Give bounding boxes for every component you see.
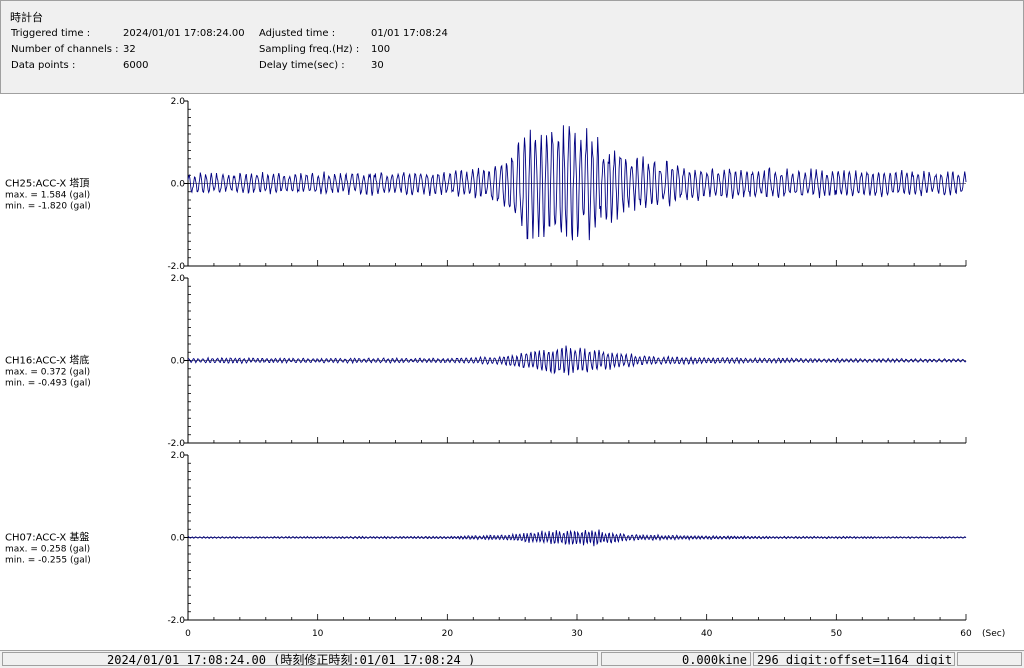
y-tick-label: 2.0: [171, 97, 186, 107]
status-datetime: 2024/01/01 17:08:24.00 (時刻修正時刻:01/01 17:…: [2, 652, 598, 666]
waveform-0: [187, 125, 967, 241]
station-title: 時計台: [10, 11, 43, 24]
status-kine: 0.000kine: [601, 652, 751, 666]
channel-max: max. = 1.584 (gal): [5, 191, 90, 201]
channel-min: min. = -1.820 (gal): [5, 202, 91, 212]
y-tick-label: 2.0: [171, 274, 186, 284]
delay-label: Delay time(sec) :: [259, 60, 345, 71]
adjusted-time-label: Adjusted time :: [259, 28, 336, 39]
x-tick-label: 50: [831, 629, 843, 639]
status-bar: 2024/01/01 17:08:24.00 (時刻修正時刻:01/01 17:…: [0, 650, 1024, 668]
channels-value: 32: [123, 44, 136, 55]
delay-value: 30: [371, 60, 384, 71]
waveform-1: [187, 345, 967, 376]
channel-name: CH16:ACC-X 塔底: [5, 354, 89, 367]
channel-name: CH25:ACC-X 塔頂: [5, 177, 89, 190]
waveform-2: [187, 529, 967, 547]
x-tick-label: 20: [442, 629, 454, 639]
sampling-label: Sampling freq.(Hz) :: [259, 44, 360, 55]
channel-min: min. = -0.255 (gal): [5, 556, 91, 566]
triggered-time-value: 2024/01/01 17:08:24.00: [123, 28, 245, 39]
y-tick-label: 0.0: [171, 357, 186, 367]
x-tick-label: 10: [312, 629, 324, 639]
datapoints-value: 6000: [123, 60, 149, 71]
y-tick-label: 0.0: [171, 180, 186, 190]
y-tick-label: 0.0: [171, 534, 186, 544]
x-unit-label: (Sec): [982, 629, 1005, 639]
channel-max: max. = 0.258 (gal): [5, 545, 90, 555]
channels-label: Number of channels :: [11, 44, 119, 55]
y-tick-label: -2.0: [167, 262, 185, 272]
y-tick-label: -2.0: [167, 439, 185, 449]
y-tick-label: -2.0: [167, 616, 185, 626]
adjusted-time-value: 01/01 17:08:24: [371, 28, 448, 39]
header-panel: 時計台 Triggered time : 2024/01/01 17:08:24…: [0, 0, 1024, 94]
channel-max: max. = 0.372 (gal): [5, 368, 90, 378]
status-extra: [957, 652, 1022, 666]
status-digit: 296 digit:offset=1164 digit: [753, 652, 955, 666]
x-tick-label: 40: [701, 629, 713, 639]
sampling-value: 100: [371, 44, 391, 55]
datapoints-label: Data points :: [11, 60, 76, 71]
x-tick-label: 60: [960, 629, 972, 639]
channel-min: min. = -0.493 (gal): [5, 379, 91, 389]
y-tick-label: 2.0: [171, 451, 186, 461]
channel-name: CH07:ACC-X 基盤: [5, 531, 89, 544]
x-tick-label: 0: [185, 629, 191, 639]
triggered-time-label: Triggered time :: [11, 28, 91, 39]
x-tick-label: 30: [571, 629, 583, 639]
